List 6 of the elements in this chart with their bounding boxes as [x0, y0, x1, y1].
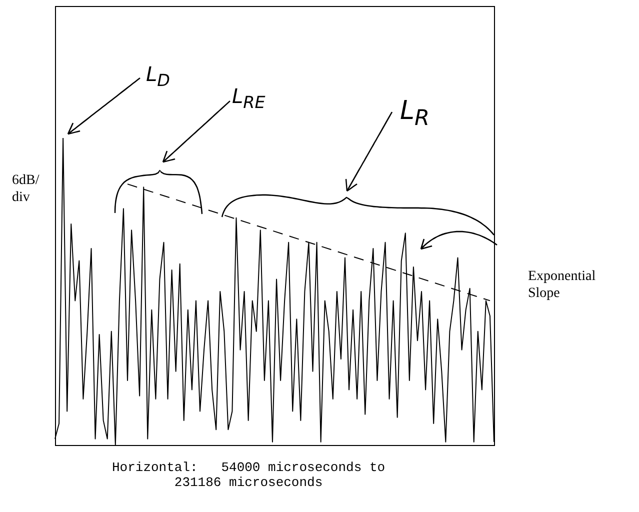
text: L$_{R}$	[400, 96, 430, 132]
text: Horizontal: 54000 microseconds to 231186 microseconds	[112, 460, 386, 490]
text: L$_{RE}$	[232, 84, 266, 112]
text: 6dB/ div	[12, 172, 40, 206]
text: L$_{D}$	[146, 62, 170, 90]
text: Exponential Slope	[528, 268, 596, 302]
